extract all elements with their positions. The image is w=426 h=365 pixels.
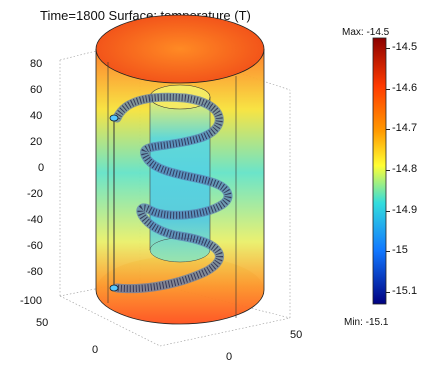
colorbar-tick-mark xyxy=(386,211,390,212)
colorbar-tick-mark xyxy=(386,170,390,171)
colorbar xyxy=(372,37,387,305)
colorbar-tick-mark xyxy=(386,292,390,293)
front-axis: 50 0 xyxy=(36,317,98,356)
y-tick: 60 xyxy=(30,84,42,96)
colorbar-max-label: Max: -14.5 xyxy=(342,27,390,38)
right-axis: 50 0 xyxy=(226,329,302,363)
y-axis: 80 60 40 20 0 -20 -40 -60 -80 -100 xyxy=(20,58,44,307)
colorbar-tick: -14.9 xyxy=(392,204,418,216)
front-tick: 50 xyxy=(36,317,48,329)
colorbar-tick-mark xyxy=(386,48,390,49)
helical-coil xyxy=(109,92,233,294)
y-tick: 80 xyxy=(30,58,42,70)
front-tick: 0 xyxy=(92,344,98,356)
colorbar-tick: -14.8 xyxy=(392,163,418,175)
colorbar-tick: -14.6 xyxy=(392,82,418,94)
colorbar-min-label: Min: -15.1 xyxy=(344,317,389,328)
colorbar-tick: -14.5 xyxy=(392,41,418,53)
y-tick: -60 xyxy=(27,240,43,252)
colorbar-tick-mark xyxy=(386,251,390,252)
y-tick: -100 xyxy=(20,295,42,307)
right-tick: 50 xyxy=(290,329,302,341)
y-tick: -20 xyxy=(27,188,43,200)
y-tick: 0 xyxy=(38,162,44,174)
colorbar-tick: -14.7 xyxy=(392,122,418,134)
y-tick: 20 xyxy=(30,136,42,148)
y-tick: -40 xyxy=(27,214,43,226)
right-tick: 0 xyxy=(226,351,232,363)
y-tick: -80 xyxy=(27,266,43,278)
colorbar-tick-mark xyxy=(386,129,390,130)
colorbar-tick: -15.1 xyxy=(392,285,418,297)
colorbar-tick-mark xyxy=(386,89,390,90)
y-tick: 40 xyxy=(30,110,42,122)
colorbar-tick: -15 xyxy=(392,244,408,256)
